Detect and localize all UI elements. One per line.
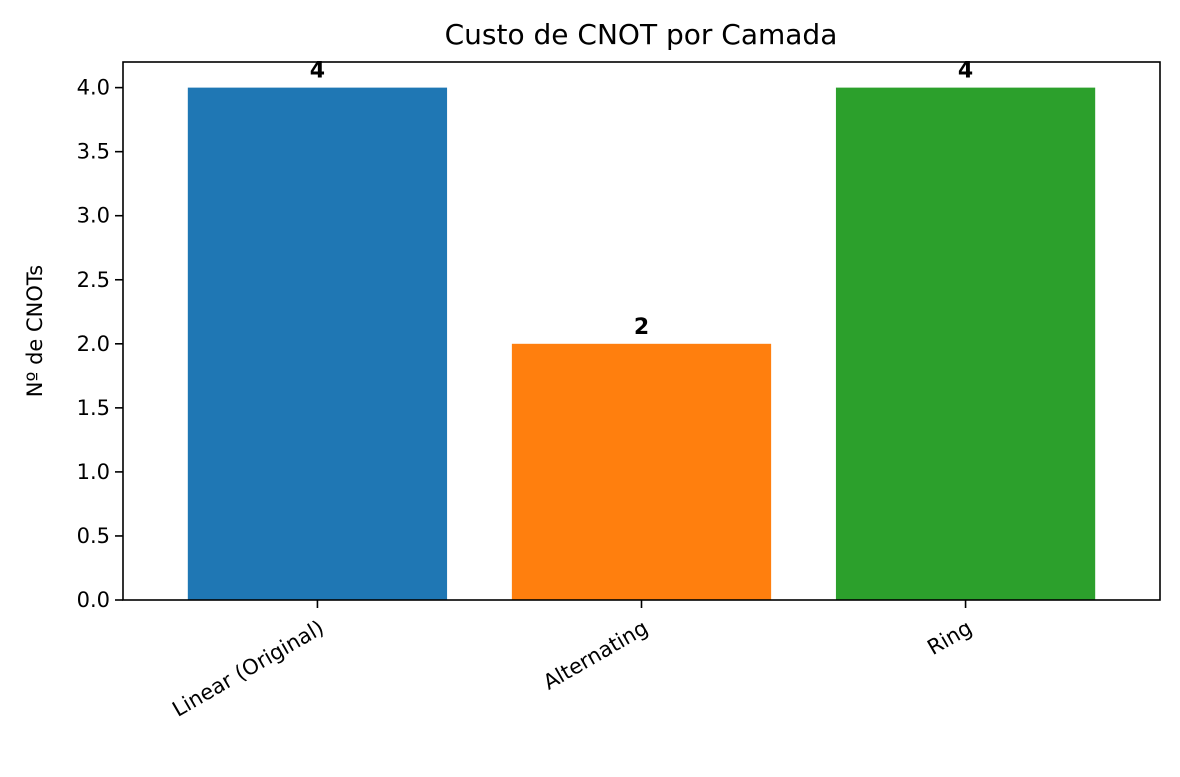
bars-group bbox=[187, 87, 1096, 601]
y-tick-label-5: 2.5 bbox=[77, 268, 110, 292]
y-tick-label-2: 1.0 bbox=[77, 460, 110, 484]
y-tick-label-6: 3.0 bbox=[77, 204, 110, 228]
y-tick-label-7: 3.5 bbox=[77, 140, 110, 164]
y-axis-ticks: 0.0 0.5 1.0 1.5 2.0 2.5 3.0 3.5 4.0 bbox=[77, 76, 123, 612]
y-tick-label-1: 0.5 bbox=[77, 524, 110, 548]
bar-0 bbox=[187, 87, 448, 601]
y-tick-label-0: 0.0 bbox=[77, 588, 110, 612]
bar-1 bbox=[511, 343, 772, 600]
x-axis-ticks: Linear (Original) Alternating Ring bbox=[168, 600, 976, 722]
x-tick-label-1: Alternating bbox=[539, 616, 652, 695]
x-tick-label-2: Ring bbox=[923, 616, 976, 660]
plot-frame bbox=[122, 61, 1161, 601]
y-axis-label: Nº de CNOTs bbox=[23, 265, 47, 397]
chart-title: Custo de CNOT por Camada bbox=[445, 18, 838, 51]
y-tick-label-8: 4.0 bbox=[77, 76, 110, 100]
x-tick-label-0: Linear (Original) bbox=[168, 616, 328, 722]
data-label-2: 4 bbox=[958, 59, 973, 84]
y-tick-label-4: 2.0 bbox=[77, 332, 110, 356]
data-label-1: 2 bbox=[634, 315, 649, 340]
bar-2 bbox=[835, 87, 1096, 601]
data-labels-group: 4 2 4 bbox=[310, 59, 973, 340]
data-label-0: 4 bbox=[310, 59, 325, 84]
y-tick-label-3: 1.5 bbox=[77, 396, 110, 420]
